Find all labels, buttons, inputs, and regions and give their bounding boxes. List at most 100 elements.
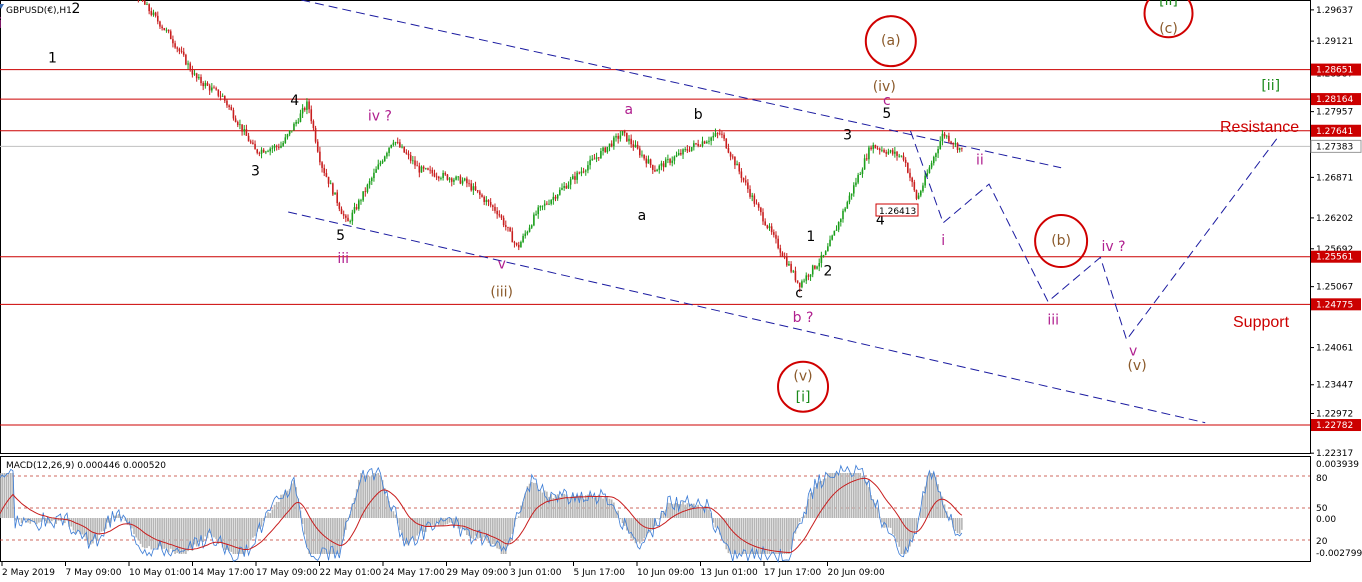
candle-body (721, 133, 723, 135)
wave-label: ii (976, 152, 984, 168)
candle-body (267, 151, 269, 153)
candle-body (239, 124, 241, 126)
candle-body (961, 147, 963, 149)
candle-body (440, 178, 442, 179)
candle-body (744, 180, 747, 183)
candle-body (254, 143, 256, 150)
candle-body (779, 248, 782, 253)
candle-body (727, 148, 730, 153)
candle-body (494, 206, 496, 211)
time-tick-label: 20 Jun 09:00 (828, 568, 885, 578)
channel-line (301, 0, 1062, 169)
candle-body (414, 160, 416, 166)
candle-body (567, 184, 570, 189)
candle-body (321, 162, 323, 168)
time-tick-label: 3 Jun 01:00 (510, 568, 562, 578)
wave-label: c (883, 93, 891, 109)
macd-axis: 0.003939 80 500.00 20 -0.002799 (1316, 460, 1362, 559)
candle-body (844, 208, 846, 211)
candle-body (141, 0, 144, 1)
candle-body (511, 231, 514, 243)
candle-body (340, 208, 343, 215)
candle-body (412, 160, 414, 162)
candle-body (461, 180, 464, 184)
wave-label: [ii] (1261, 78, 1280, 94)
candle-body (589, 159, 591, 166)
candle-body (939, 141, 942, 150)
marked-price-tag: 1.26413 (875, 203, 919, 217)
candle-body (513, 242, 516, 244)
candle-body (842, 210, 844, 220)
candle-body (690, 147, 693, 151)
candle-body (803, 280, 805, 282)
candle-body (798, 282, 801, 288)
candle-body (342, 214, 345, 216)
candle-body (857, 174, 859, 183)
candle-body (930, 163, 933, 168)
candle-body (954, 142, 957, 145)
level-tag-label: 1.22782 (1316, 421, 1353, 431)
candle-body (230, 107, 233, 111)
candle-body (327, 176, 330, 184)
candle-body (667, 159, 669, 160)
candle-body (401, 146, 403, 148)
candle-body (656, 169, 658, 172)
candle-body (801, 281, 803, 288)
candle-body (706, 141, 708, 144)
candle-body (265, 151, 267, 153)
macd-tick-label: 0.003939 (1316, 460, 1359, 470)
candle-body (615, 136, 617, 138)
time-tick-label: 10 Jun 09:00 (637, 568, 694, 578)
candle-body (647, 159, 650, 164)
candle-body (723, 134, 725, 139)
candle-body (217, 89, 220, 96)
wave-label: c (795, 286, 803, 302)
candle-body (446, 174, 449, 180)
candle-body (195, 73, 198, 79)
candle-body (487, 199, 490, 202)
candle-body (213, 87, 215, 89)
price-tick-label: 1.23447 (1316, 381, 1353, 391)
marked-price-label: 1.26413 (879, 207, 916, 217)
candle-body (747, 182, 749, 190)
candle-body (593, 158, 596, 160)
candle-body (876, 148, 879, 150)
candle-body (481, 194, 483, 197)
candle-body (714, 133, 717, 136)
candle-body (299, 113, 302, 122)
candle-body (211, 87, 213, 91)
candle-body (753, 195, 756, 204)
candle-body (703, 141, 706, 144)
level-tag (1311, 298, 1361, 311)
wave-label: (iv) (873, 79, 896, 95)
candle-body (366, 184, 369, 192)
candle-body (729, 152, 732, 157)
candle-body (911, 177, 913, 183)
candle-body (852, 185, 855, 194)
candle-body (643, 154, 645, 159)
candle-body (483, 196, 485, 202)
candle-body (760, 207, 762, 213)
candle-body (580, 171, 583, 174)
candle-body (453, 179, 455, 182)
candle-body (768, 226, 771, 228)
candle-body (945, 135, 948, 137)
price-tick-label: 1.26202 (1316, 214, 1353, 224)
candle-body (569, 179, 572, 185)
wave-label: 4 (876, 212, 885, 228)
candle-body (234, 118, 237, 122)
candle-body (392, 142, 395, 145)
wave-label: 5 (882, 106, 891, 122)
candle-body (323, 167, 326, 173)
price-tick-label: 1.24061 (1316, 344, 1353, 354)
candle-body (749, 189, 751, 197)
candle-body (379, 162, 382, 165)
candle-body (664, 159, 667, 168)
candle-body (489, 201, 492, 206)
candle-body (429, 169, 431, 171)
candle-body (420, 166, 423, 173)
candle-body (193, 73, 196, 75)
candle-body (680, 152, 682, 155)
